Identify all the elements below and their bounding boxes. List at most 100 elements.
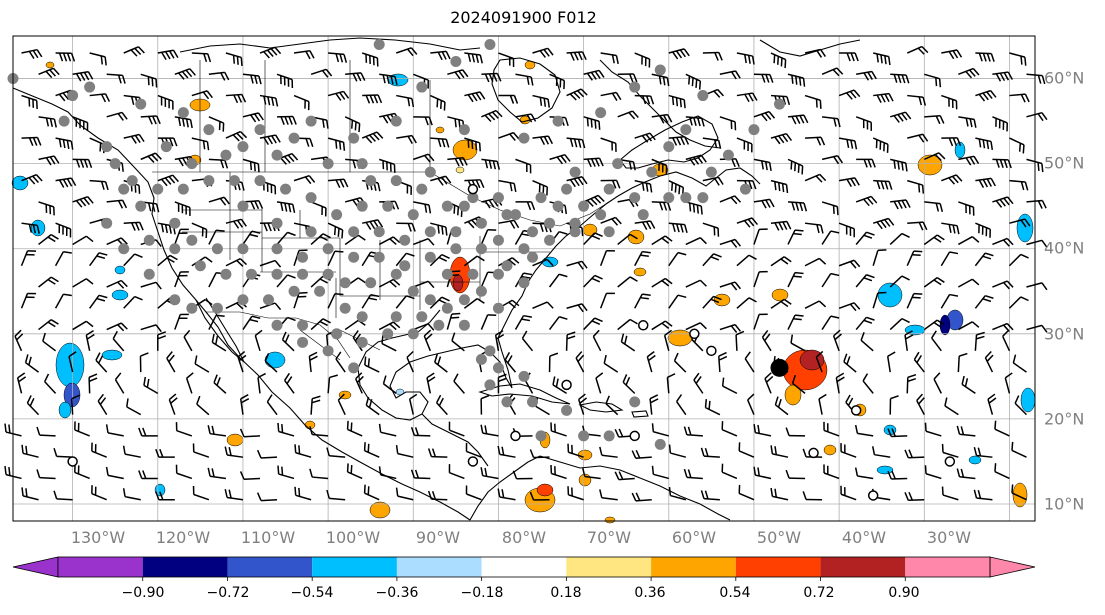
barb-flag bbox=[573, 178, 580, 187]
barb-flag bbox=[581, 139, 586, 149]
barb-flag bbox=[704, 490, 709, 500]
barb-staff bbox=[378, 278, 394, 288]
barb-staff bbox=[974, 252, 986, 267]
barb-flag bbox=[820, 49, 826, 57]
gray-station-dot bbox=[382, 328, 394, 340]
wind-barb bbox=[651, 423, 669, 437]
barb-flag bbox=[670, 182, 674, 191]
barb-staff bbox=[85, 335, 91, 351]
barb-staff bbox=[651, 320, 666, 331]
barb-flag bbox=[594, 317, 603, 323]
barb-flag bbox=[358, 123, 361, 133]
wind-barb bbox=[97, 393, 108, 416]
barb-staff bbox=[925, 430, 942, 437]
barb-staff bbox=[1014, 402, 1028, 416]
barb-flag bbox=[921, 45, 929, 54]
barb-flag bbox=[901, 200, 907, 209]
barb-flag bbox=[564, 154, 571, 162]
barb-staff bbox=[618, 477, 635, 481]
barb-flag bbox=[35, 174, 43, 182]
wind-barb bbox=[956, 468, 976, 480]
open-circle-marker bbox=[467, 456, 479, 467]
barb-staff bbox=[622, 381, 636, 394]
barb-flag bbox=[257, 372, 266, 379]
barb-flag bbox=[820, 224, 824, 234]
wind-barb bbox=[582, 468, 601, 480]
barb-flag bbox=[941, 443, 944, 453]
barb-flag bbox=[36, 225, 40, 234]
barb-staff bbox=[211, 341, 227, 352]
barb-staff bbox=[805, 136, 822, 139]
barb-staff bbox=[209, 475, 227, 480]
gray-station-dot bbox=[177, 107, 189, 119]
barb-flag bbox=[753, 466, 757, 476]
wind-barb bbox=[515, 201, 536, 211]
wind-barb bbox=[747, 393, 755, 415]
barb-flag bbox=[168, 225, 172, 234]
barb-flag bbox=[256, 449, 262, 459]
wind-barb bbox=[140, 115, 161, 125]
wind-barb bbox=[634, 132, 656, 143]
barb-staff bbox=[74, 429, 90, 437]
barb-flag bbox=[523, 272, 533, 276]
barb-flag bbox=[816, 137, 822, 146]
barb-staff bbox=[413, 153, 429, 161]
barb-staff bbox=[225, 218, 242, 224]
wind-barb bbox=[889, 275, 910, 288]
barb-staff bbox=[1011, 449, 1027, 458]
barb-flag bbox=[973, 155, 980, 164]
barb-staff bbox=[39, 434, 56, 437]
barb-flag bbox=[427, 280, 435, 289]
barb-flag bbox=[863, 277, 873, 282]
barb-staff bbox=[451, 340, 465, 352]
barb-flag bbox=[241, 182, 245, 191]
barb-flag bbox=[411, 135, 417, 144]
wind-barb bbox=[382, 375, 397, 394]
wind-barb bbox=[480, 394, 490, 415]
barb-flag bbox=[700, 447, 705, 457]
barb-flag bbox=[918, 397, 925, 405]
wind-barb bbox=[430, 137, 450, 148]
barb-staff bbox=[278, 473, 295, 480]
barb-staff bbox=[16, 377, 23, 394]
barb-staff bbox=[21, 48, 38, 54]
gray-station-dot bbox=[578, 430, 590, 442]
wind-barb bbox=[277, 422, 295, 437]
gray-station-dot bbox=[339, 302, 351, 314]
barb-flag bbox=[836, 206, 839, 216]
barb-staff bbox=[792, 382, 806, 394]
wind-barb bbox=[567, 443, 584, 458]
contour-blob bbox=[823, 444, 837, 456]
gray-station-dot bbox=[450, 243, 462, 255]
gray-station-dot bbox=[373, 226, 385, 238]
barb-flag bbox=[650, 398, 659, 404]
barb-flag bbox=[790, 160, 793, 170]
barb-staff bbox=[1008, 253, 1022, 267]
gray-station-dot bbox=[569, 166, 581, 178]
wind-barb bbox=[753, 73, 774, 83]
barb-flag bbox=[204, 256, 213, 263]
barb-flag bbox=[224, 488, 228, 498]
barb-flag bbox=[921, 184, 925, 194]
wind-barb bbox=[821, 230, 840, 245]
barb-staff bbox=[891, 435, 908, 438]
barb-flag bbox=[479, 179, 485, 188]
wind-barb bbox=[617, 318, 638, 331]
gray-station-dot bbox=[527, 251, 539, 263]
barb-flag bbox=[573, 138, 578, 148]
barb-staff bbox=[239, 398, 244, 415]
barb-staff bbox=[663, 335, 670, 352]
barb-flag bbox=[513, 220, 520, 229]
colorbar bbox=[12, 556, 1036, 581]
gray-station-dot bbox=[705, 166, 717, 178]
barb-flag bbox=[999, 72, 1006, 82]
wind-barb bbox=[693, 372, 704, 394]
barb-staff bbox=[413, 201, 430, 206]
barb-staff bbox=[705, 406, 721, 416]
wind-barb bbox=[435, 394, 448, 416]
barb-flag bbox=[577, 51, 583, 61]
wind-barb bbox=[326, 447, 346, 458]
barb-flag bbox=[488, 73, 494, 83]
wind-barb bbox=[430, 222, 448, 236]
barb-flag bbox=[409, 393, 418, 400]
